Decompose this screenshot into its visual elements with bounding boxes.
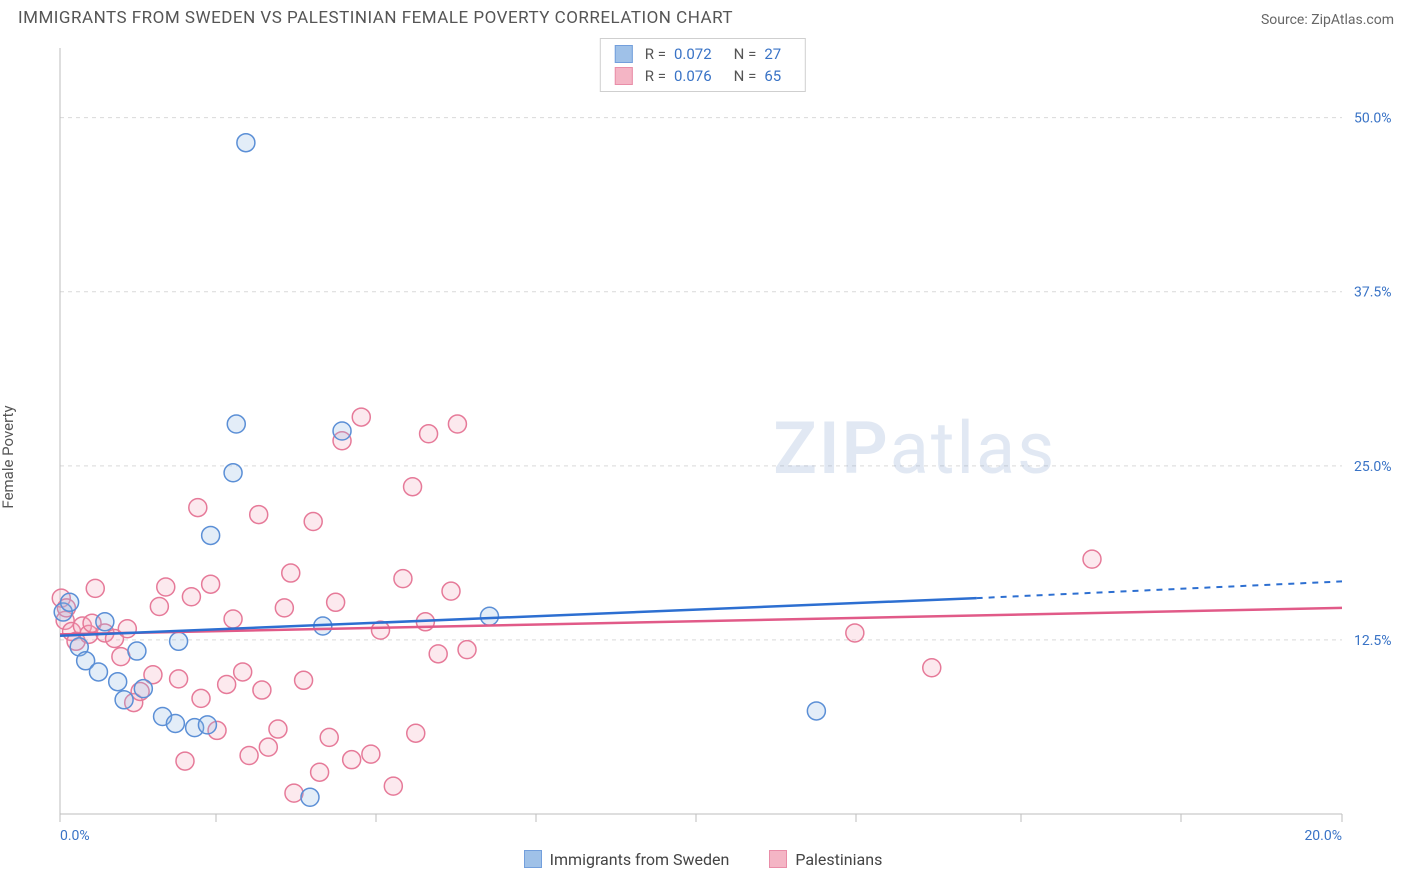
point-series-b xyxy=(352,408,370,426)
point-series-b xyxy=(1083,550,1101,568)
scatter-chart: 12.5% 25.0% 37.5% 50.0% 0.0% 20.0% xyxy=(46,34,1396,844)
svg-text:12.5%: 12.5% xyxy=(1354,633,1392,649)
point-series-b xyxy=(384,777,402,795)
point-series-b xyxy=(234,663,252,681)
svg-text:20.0%: 20.0% xyxy=(1304,828,1342,844)
n-value-a: 27 xyxy=(764,45,781,63)
legend-label-a: Immigrants from Sweden xyxy=(550,850,730,869)
plot-container: Female Poverty 12.5% 25.0% 37.5% 50.0% 0.0% 2… xyxy=(0,34,1406,880)
point-series-b xyxy=(285,784,303,802)
swatch-series-b xyxy=(615,67,633,85)
point-series-b xyxy=(327,593,345,611)
point-series-b xyxy=(86,579,104,597)
y-axis-label: Female Poverty xyxy=(0,405,17,508)
swatch-series-a-icon xyxy=(524,850,542,868)
point-series-b xyxy=(275,599,293,617)
point-series-a xyxy=(128,642,146,660)
point-series-a xyxy=(237,134,255,152)
point-series-b xyxy=(442,582,460,600)
point-series-b xyxy=(157,578,175,596)
point-series-b xyxy=(224,610,242,628)
point-series-b xyxy=(118,620,136,638)
chart-title: IMMIGRANTS FROM SWEDEN VS PALESTINIAN FE… xyxy=(18,8,733,28)
r-label-b: R = xyxy=(645,67,666,85)
point-series-b xyxy=(420,425,438,443)
point-series-b xyxy=(404,478,422,496)
point-series-b xyxy=(176,752,194,770)
point-series-b xyxy=(923,659,941,677)
swatch-series-a xyxy=(615,45,633,63)
r-value-a: 0.072 xyxy=(674,45,712,63)
point-series-b xyxy=(150,597,168,615)
n-value-b: 65 xyxy=(764,67,781,85)
point-series-b xyxy=(112,648,130,666)
point-series-a xyxy=(227,415,245,433)
point-series-b xyxy=(429,645,447,663)
legend-label-b: Palestinians xyxy=(795,850,882,869)
trendline-series-b xyxy=(60,608,1342,634)
point-series-a xyxy=(96,613,114,631)
legend-stats-b: R = 0.076 N = 65 xyxy=(611,65,795,87)
n-label-b: N = xyxy=(734,67,757,85)
point-series-b xyxy=(846,624,864,642)
point-series-a xyxy=(224,464,242,482)
r-value-b: 0.076 xyxy=(674,67,712,85)
point-series-b xyxy=(192,689,210,707)
svg-text:0.0%: 0.0% xyxy=(60,828,90,844)
svg-text:25.0%: 25.0% xyxy=(1354,459,1392,475)
legend-item-b: Palestinians xyxy=(769,850,882,869)
point-series-b xyxy=(253,681,271,699)
r-label-a: R = xyxy=(645,45,666,63)
point-series-b xyxy=(282,564,300,582)
legend-stats: R = 0.072 N = 27 R = 0.076 N = 65 xyxy=(600,38,806,92)
point-series-b xyxy=(240,747,258,765)
point-series-a xyxy=(333,422,351,440)
point-series-a xyxy=(198,716,216,734)
point-series-b xyxy=(218,675,236,693)
point-series-b xyxy=(269,720,287,738)
point-series-a xyxy=(61,593,79,611)
svg-text:37.5%: 37.5% xyxy=(1354,285,1392,301)
legend-item-a: Immigrants from Sweden xyxy=(524,850,730,869)
point-series-b xyxy=(189,499,207,517)
point-series-b xyxy=(250,506,268,524)
point-series-b xyxy=(458,641,476,659)
point-series-a xyxy=(109,673,127,691)
trendline-series-a-extrapolated xyxy=(977,581,1342,598)
point-series-b xyxy=(407,724,425,742)
legend-series: Immigrants from Sweden Palestinians xyxy=(0,844,1406,881)
point-series-b xyxy=(311,763,329,781)
point-series-a xyxy=(170,632,188,650)
point-series-a xyxy=(115,691,133,709)
swatch-series-b-icon xyxy=(769,850,787,868)
point-series-b xyxy=(320,728,338,746)
chart-header: IMMIGRANTS FROM SWEDEN VS PALESTINIAN FE… xyxy=(0,0,1406,34)
point-series-a xyxy=(166,714,184,732)
point-series-b xyxy=(448,415,466,433)
legend-stats-a: R = 0.072 N = 27 xyxy=(611,43,795,65)
point-series-a xyxy=(480,607,498,625)
point-series-b xyxy=(304,513,322,531)
n-label-a: N = xyxy=(734,45,757,63)
point-series-a xyxy=(301,788,319,806)
point-series-b xyxy=(295,671,313,689)
point-series-b xyxy=(182,588,200,606)
point-series-b xyxy=(259,738,277,756)
point-series-b xyxy=(170,670,188,688)
point-series-a xyxy=(134,680,152,698)
point-series-a xyxy=(89,663,107,681)
point-series-b xyxy=(362,745,380,763)
point-series-b xyxy=(343,751,361,769)
point-series-b xyxy=(202,575,220,593)
point-series-a xyxy=(807,702,825,720)
point-series-b xyxy=(394,570,412,588)
svg-text:50.0%: 50.0% xyxy=(1354,111,1392,127)
point-series-a xyxy=(202,526,220,544)
chart-source: Source: ZipAtlas.com xyxy=(1261,12,1394,28)
